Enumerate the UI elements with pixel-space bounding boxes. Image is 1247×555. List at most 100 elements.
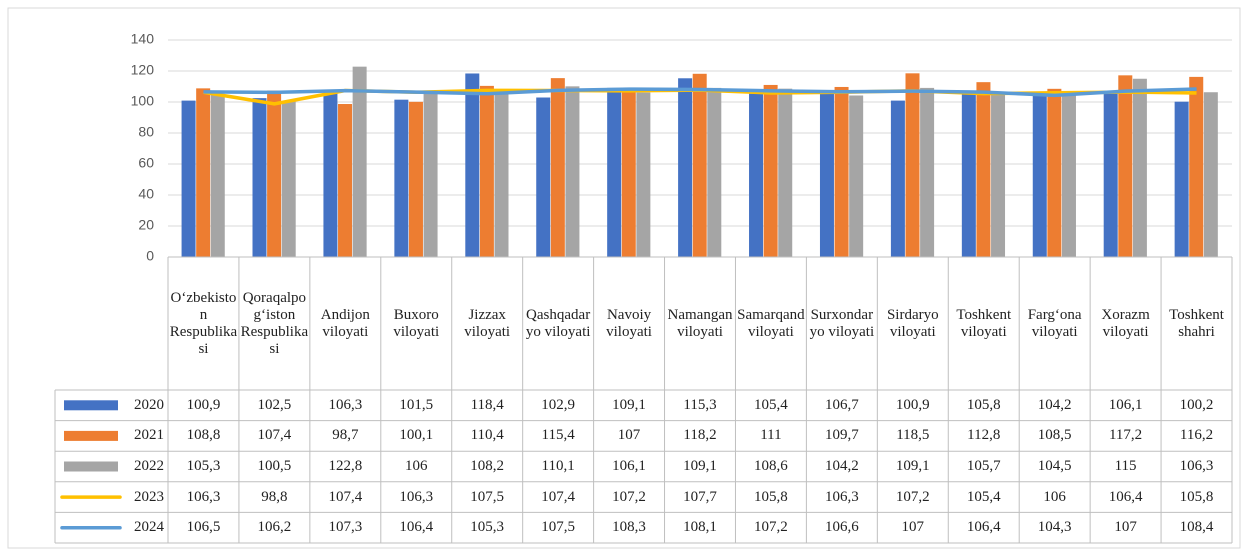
data-label: 107,5 [523,512,594,543]
x-tick-label: Navoiy viloyati [594,257,665,390]
x-tick-label-text: Farg‘ona viloyati [1027,306,1082,340]
data-label: 117,2 [1090,421,1161,452]
data-label-text: 105,3 [470,519,505,536]
data-label: 108,3 [594,512,665,543]
data-label: 106,4 [1090,482,1161,513]
data-label: 107 [877,512,948,543]
legend-label-text: 2022 [134,457,164,474]
x-tick-label-text: Samarqand viloyati [737,306,805,340]
bar [338,104,353,257]
data-label: 100,2 [1161,390,1232,421]
data-label-text: 106,3 [1179,457,1214,474]
data-label-text: 106,5 [186,519,221,536]
data-label-text: 106,4 [1108,488,1143,505]
bar [536,97,551,257]
data-label-text: 106,3 [824,488,859,505]
bar [621,91,636,258]
data-label-text: 107,7 [683,488,717,505]
data-label: 115,3 [665,390,736,421]
data-label-text: 105,4 [966,488,1001,505]
x-tick-label: O‘zbekiston Respublikasi [168,257,239,390]
data-label-text: 107,5 [470,488,505,505]
bar [678,78,693,257]
data-label: 112,8 [948,421,1019,452]
x-tick-label: Samarqand viloyati [735,257,806,390]
bar [920,87,935,258]
data-label-text: 104,2 [1037,396,1072,413]
x-tick-label-text: Qashqadaryo viloyati [525,306,591,340]
y-tick-label: 60 [138,155,154,171]
data-label: 107,4 [310,482,381,513]
x-tick-label-text: Buxoro viloyati [393,306,440,340]
data-label-text: 108,3 [612,519,646,536]
chart-border [7,7,1241,549]
data-label-text: 107,4 [328,488,363,505]
data-label-text: 98,8 [261,488,288,505]
data-label: 108,8 [168,421,239,452]
x-tick-label: Jizzax viloyati [452,257,523,390]
bar [607,87,622,258]
x-tick-label: Buxoro viloyati [381,257,452,390]
data-label-text: 109,1 [612,396,646,413]
bar [1061,95,1076,258]
bar [1132,78,1147,257]
data-label-text: 107,4 [541,488,575,505]
bar [636,92,651,257]
data-label-text: 108,6 [754,457,788,474]
bar [408,101,423,257]
x-tick-label: Xorazm viloyati [1090,257,1161,390]
bar [281,101,296,257]
data-label: 106,3 [310,390,381,421]
data-label: 109,1 [594,390,665,421]
bar [849,95,864,258]
data-label-text: 117,2 [1108,427,1143,444]
bar [819,91,834,258]
data-label: 100,5 [239,451,310,482]
bar [494,89,509,257]
data-label: 118,5 [877,421,948,452]
data-label-text: 122,8 [328,457,363,474]
data-label-text: 112,8 [967,427,1001,444]
data-label-text: 108,1 [683,519,717,536]
data-label-text: 111 [760,427,782,444]
legend-label: 2022 [55,451,168,482]
data-label: 106,4 [381,512,452,543]
data-label-text: 105,8 [1179,488,1214,505]
x-tick-label-text: Navoiy viloyati [606,306,652,340]
data-label-text: 106,7 [824,396,859,413]
bar [1047,88,1062,257]
data-label: 109,1 [877,451,948,482]
data-label-text: 102,5 [257,396,292,413]
data-label: 105,3 [452,512,523,543]
data-label: 105,4 [948,482,1019,513]
data-label-text: 108,2 [470,457,505,474]
data-label-text: 118,2 [683,427,717,444]
data-label-text: 107 [1114,519,1137,536]
data-label-text: 107,2 [612,488,646,505]
data-label: 106,3 [381,482,452,513]
data-label: 110,1 [523,451,594,482]
data-label-text: 106 [405,457,428,474]
y-tick-label: 100 [131,93,155,109]
bar [1203,92,1218,257]
bar [707,87,722,258]
x-tick-label: Toshkent viloyati [948,257,1019,390]
data-label-text: 109,7 [824,427,859,444]
data-label: 109,7 [806,421,877,452]
bar [1118,75,1133,257]
bar [465,73,480,257]
data-label: 106,1 [594,451,665,482]
bar [550,78,565,257]
bar [196,88,211,257]
y-tick-label: 20 [138,217,154,233]
data-label-text: 116,2 [1179,427,1214,444]
data-label-text: 100,1 [399,427,434,444]
data-label: 104,2 [806,451,877,482]
data-label-text: 106,3 [399,488,434,505]
legend-swatch [64,430,118,441]
data-label: 106,7 [806,390,877,421]
data-label-text: 109,1 [895,457,930,474]
legend-label-text: 2021 [134,427,164,444]
